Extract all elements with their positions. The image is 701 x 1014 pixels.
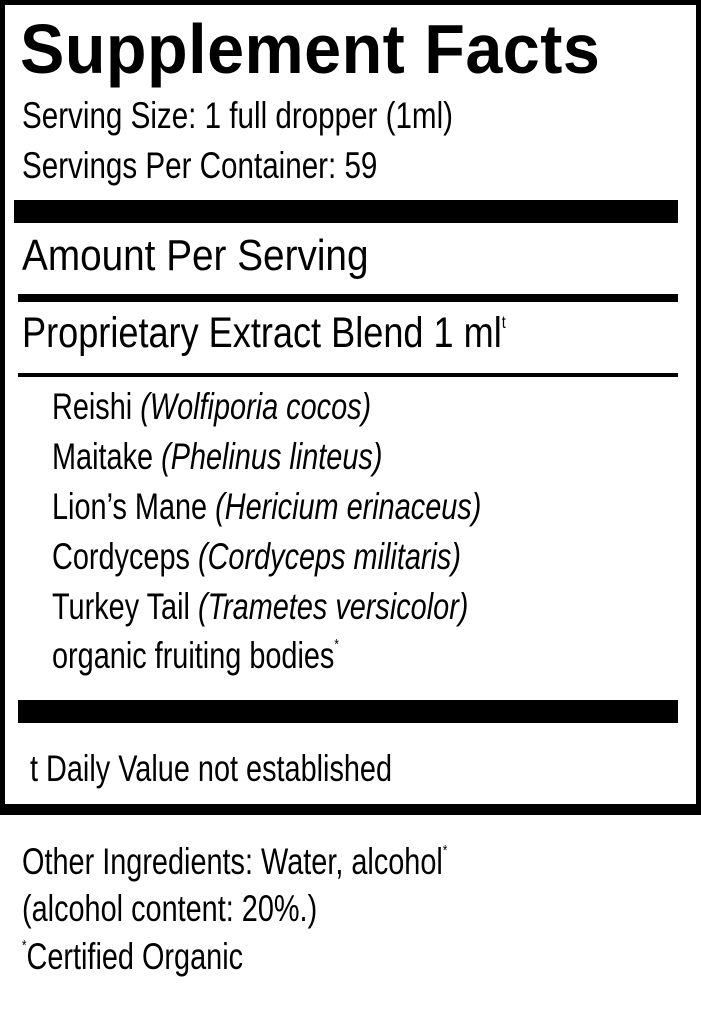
ingredient-name: Maitake [52,436,154,477]
ingredient-name: Lion’s Mane [52,486,208,527]
thick-divider [18,700,678,723]
ingredient-item: Maitake (Phelinus linteus) [52,438,382,475]
note-text: organic fruiting bodies [52,635,335,676]
other-ingredients-text: Other Ingredients: Water, alcohol [22,841,443,882]
alcohol-content: (alcohol content: 20%.) [22,888,318,929]
supplement-facts-panel [0,0,701,815]
asterisk-mark: * [442,843,448,860]
thick-divider [14,200,678,223]
ingredient-item: Cordyceps (Cordyceps militaris) [52,538,461,575]
ingredient-name: Reishi [52,386,133,427]
asterisk-mark: * [334,637,339,654]
daily-value-note: t Daily Value not established [30,748,393,789]
ingredient-name: Turkey Tail [52,586,190,627]
ingredient-item: Reishi (Wolfiporia cocos) [52,388,371,425]
divider [18,294,678,302]
amount-per-serving: Amount Per Serving [22,231,369,280]
ingredient-latin: (Wolfiporia cocos) [140,386,372,427]
dagger-mark: t [501,311,506,332]
ingredient-latin: (Phelinus linteus) [161,436,383,477]
thin-divider [18,373,678,377]
ingredient-name: Cordyceps [52,536,190,577]
certified-organic: *Certified Organic [22,938,243,975]
serving-size: Serving Size: 1 full dropper (1ml) [22,95,454,136]
ingredient-latin: (Cordyceps militaris) [197,536,461,577]
panel-title: Supplement Facts [20,10,601,88]
ingredients-note: organic fruiting bodies* [52,637,339,674]
ingredient-item: Turkey Tail (Trametes versicolor) [52,588,468,625]
servings-per-container: Servings Per Container: 59 [22,145,378,186]
asterisk-mark: * [22,938,27,955]
blend-text: Proprietary Extract Blend 1 ml [22,309,502,357]
blend-label: Proprietary Extract Blend 1 mlt [22,312,506,355]
other-ingredients: Other Ingredients: Water, alcohol* [22,843,447,880]
ingredient-latin: (Trametes versicolor) [197,586,469,627]
certified-text: Certified Organic [26,936,244,977]
ingredient-item: Lion’s Mane (Hericium erinaceus) [52,488,481,525]
ingredient-latin: (Hericium erinaceus) [215,486,482,527]
